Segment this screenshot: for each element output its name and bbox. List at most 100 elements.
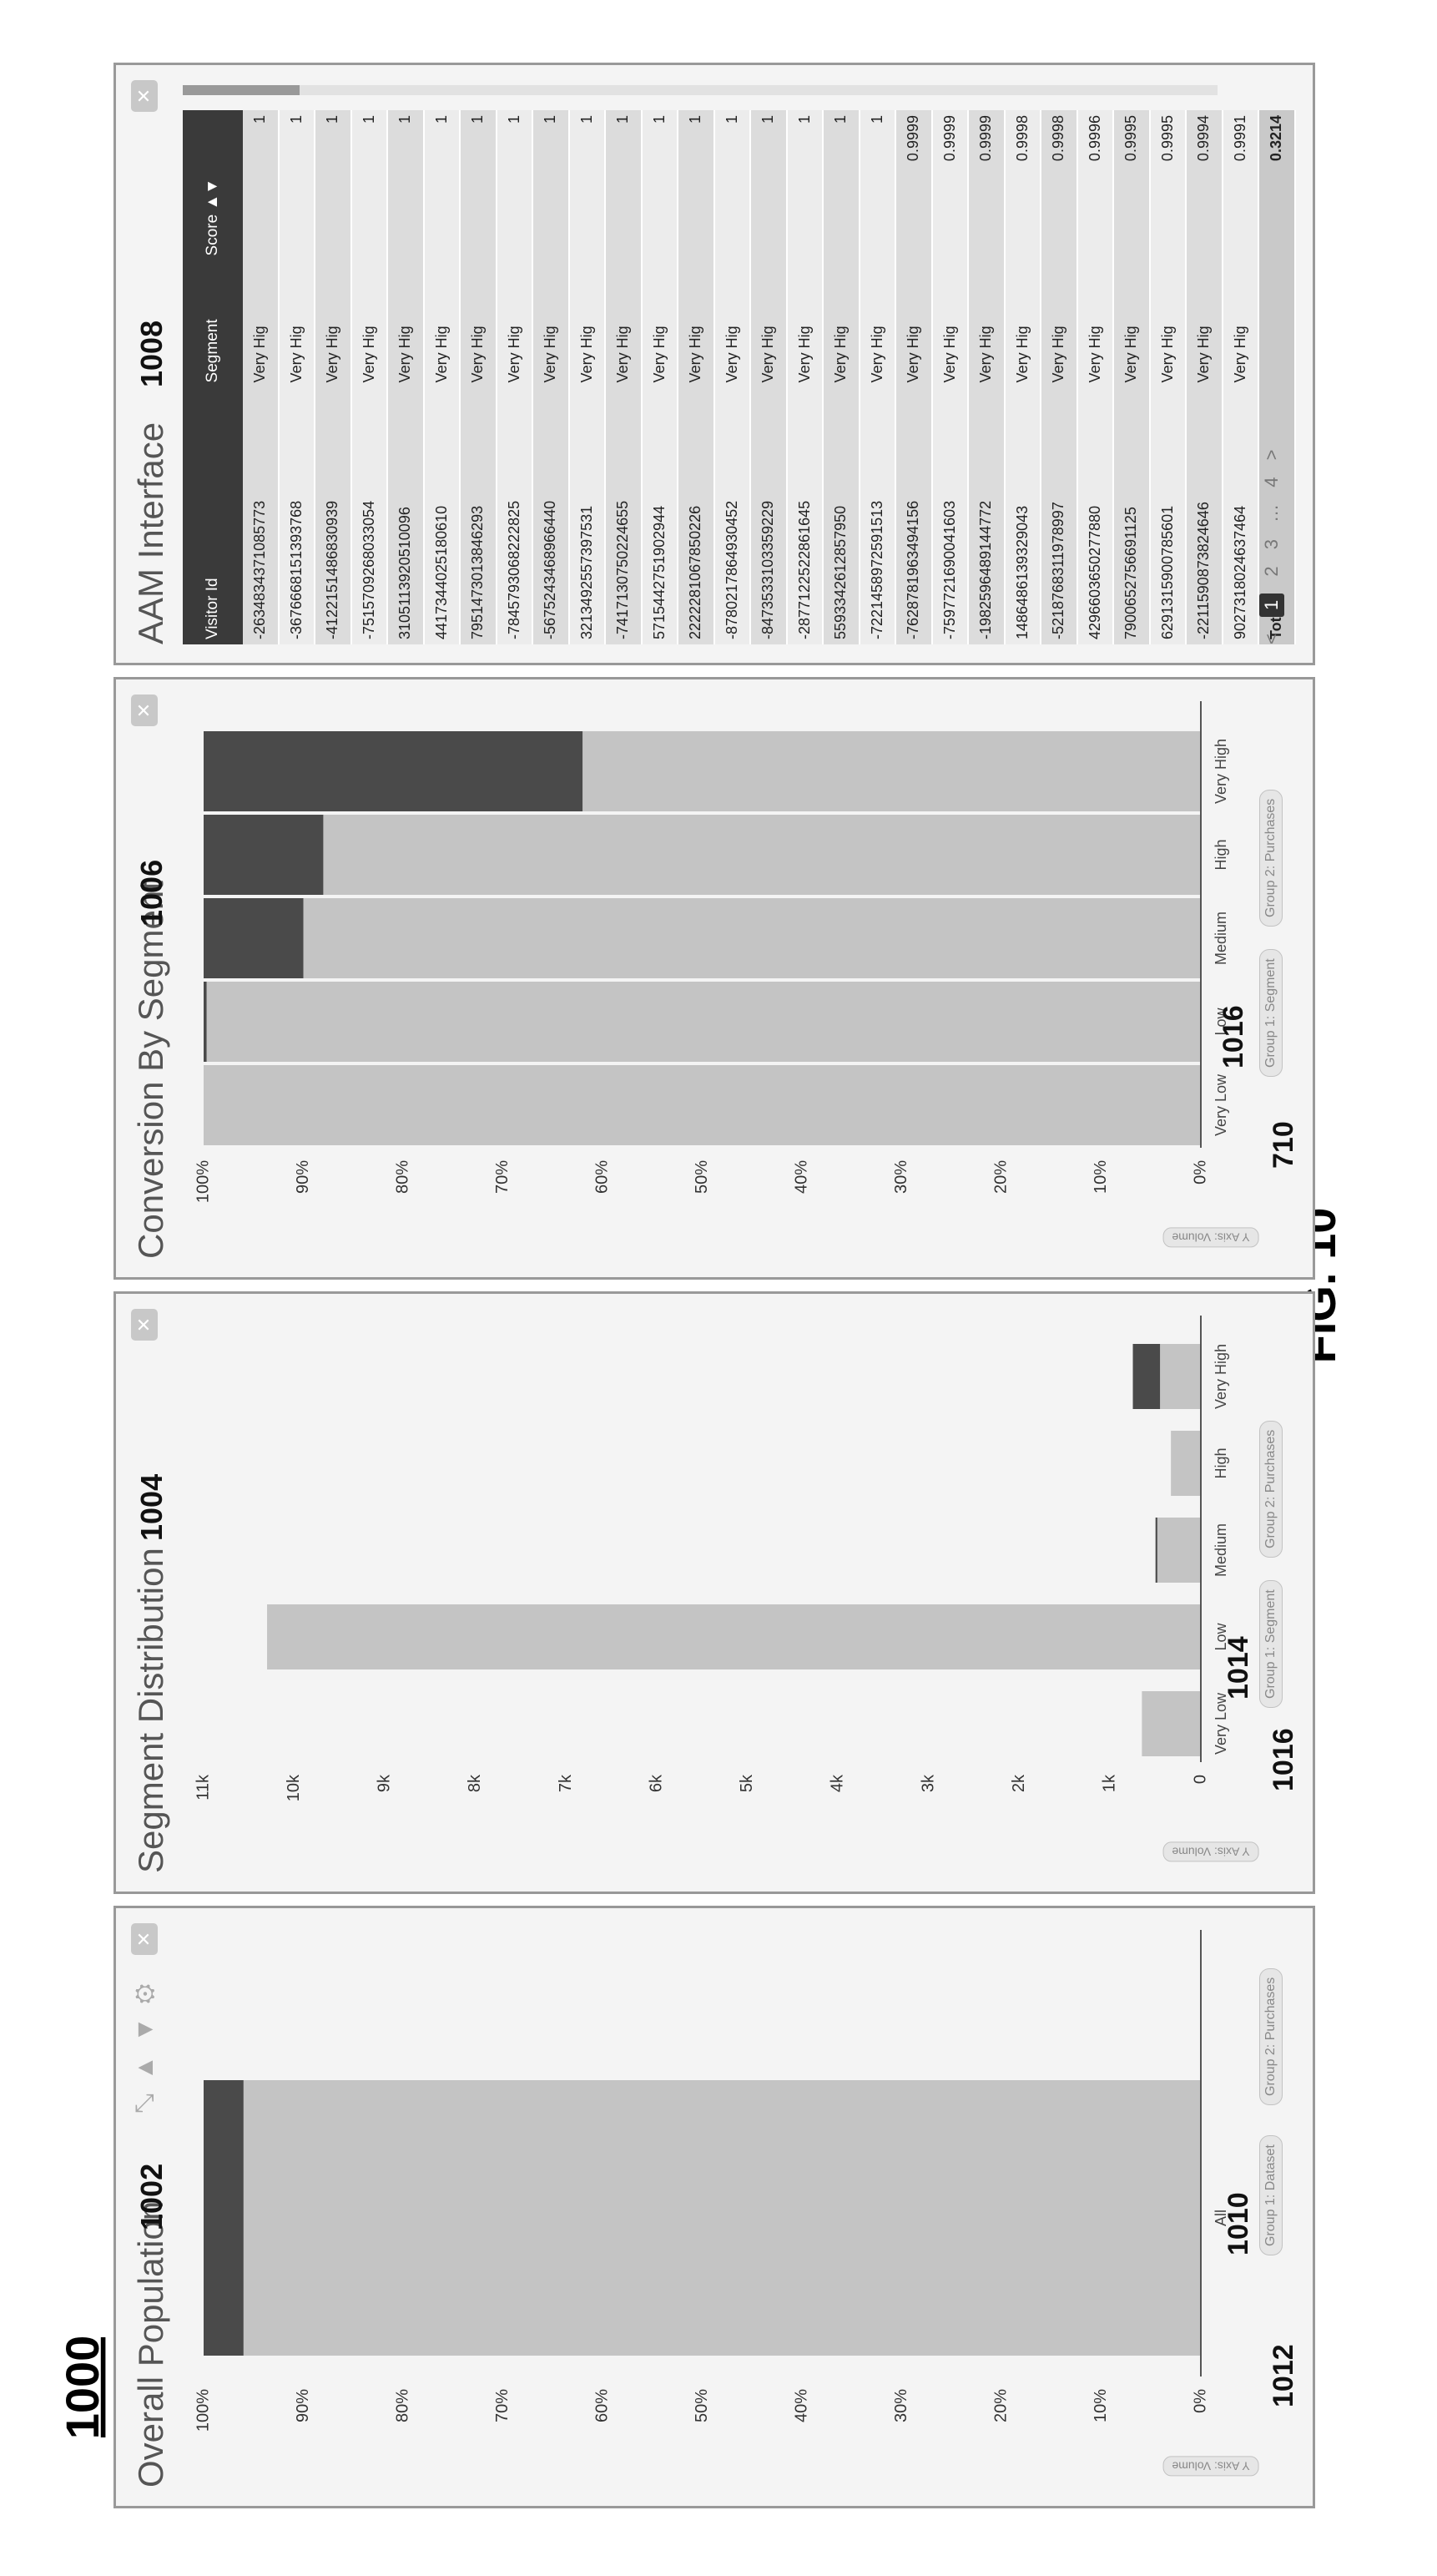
cell-score: 0.9998: [1041, 110, 1077, 260]
y-axis-button[interactable]: Y Axis: Volume: [1162, 2456, 1258, 2476]
column-header-score[interactable]: Score ▲▼: [183, 110, 243, 260]
close-icon[interactable]: ✕: [131, 80, 158, 112]
table-row[interactable]: 6291315900785601Very Hig0.9995: [1150, 110, 1187, 644]
cell-segment: Very Hig: [1077, 260, 1114, 387]
cell-score: 0.9995: [1113, 110, 1150, 260]
panel-overall-population: Overall Population 1002 ⤡▲▼⚙ ✕ 0%10%20%3…: [113, 1906, 1315, 2508]
table-row[interactable]: 3213492557397531Very Hig1: [569, 110, 606, 644]
page-button-current[interactable]: 1: [1259, 593, 1284, 617]
y-tick-label: 90%: [294, 1160, 312, 1194]
table-row[interactable]: -7628781963494156Very Hig0.9999: [895, 110, 932, 644]
table-row[interactable]: -5675243468966440Very Hig1: [532, 110, 569, 644]
legend-group1-segment[interactable]: Group 1: Segment: [1259, 949, 1283, 1077]
cell-score: 0.9998: [1005, 110, 1041, 260]
table-row[interactable]: -1982596489144772Very Hig0.9999: [968, 110, 1005, 644]
legend-group2-purchases[interactable]: Group 2: Purchases: [1259, 790, 1283, 927]
cell-score: 0.9995: [1150, 110, 1187, 260]
y-axis-button[interactable]: Y Axis: Volume: [1162, 1227, 1258, 1247]
cell-score: 1: [642, 110, 678, 260]
table-row[interactable]: -7221458972591513Very Hig1: [860, 110, 896, 644]
table-row[interactable]: 2222281067850226Very Hig1: [678, 110, 714, 644]
ref-1012: 1012: [1268, 2344, 1300, 2407]
cell-segment: Very Hig: [642, 260, 678, 387]
x-tick-label: Very Low: [1213, 1073, 1229, 1136]
table-row[interactable]: -7515709268033054Very Hig1: [351, 110, 388, 644]
page-button[interactable]: 3: [1261, 539, 1283, 549]
table-row[interactable]: -2211590873824646Very Hig0.9994: [1186, 110, 1223, 644]
y-axis-button[interactable]: Y Axis: Volume: [1162, 1841, 1258, 1861]
column-header-visitor-id[interactable]: Visitor Id: [183, 387, 243, 644]
page-button[interactable]: 2: [1261, 566, 1283, 576]
table-row[interactable]: -5218768311978997Very Hig0.9998: [1041, 110, 1077, 644]
table-row[interactable]: -7597721690041603Very Hig0.9999: [932, 110, 969, 644]
cell-segment: Very Hig: [315, 260, 351, 387]
cell-score: 1: [823, 110, 860, 260]
segment-distribution-chart: 01k2k3k4k5k6k7k8k9k10k11kVery LowLowMedi…: [116, 1291, 1315, 1892]
cell-visitor-id: -7597721690041603: [932, 387, 969, 644]
y-tick-label: 80%: [393, 1160, 411, 1194]
legend-group2-purchases[interactable]: Group 2: Purchases: [1259, 1968, 1283, 2105]
panel-title: AAM Interface: [131, 422, 171, 644]
table-row[interactable]: 5593342612857950Very Hig1: [823, 110, 860, 644]
cell-visitor-id: 4296603650277880: [1077, 387, 1114, 644]
page-button[interactable]: 4: [1261, 477, 1283, 487]
y-tick-label: 30%: [892, 1160, 910, 1194]
cell-segment: Very Hig: [750, 260, 787, 387]
table-row[interactable]: -7845793068222825Very Hig1: [497, 110, 533, 644]
x-tick-label: Very High: [1213, 739, 1229, 804]
table-row[interactable]: -2634834371085773Very Hig1: [243, 110, 279, 644]
bar-all-series-1: [204, 2080, 244, 2356]
table-row[interactable]: 5715442751902944Very Hig1: [642, 110, 678, 644]
y-tick-label: 30%: [892, 2389, 910, 2422]
conversion-by-segment-chart: 0%10%20%30%40%50%60%70%80%90%100%Very Lo…: [116, 677, 1315, 1277]
y-tick-label: 50%: [693, 2389, 711, 2422]
table-row[interactable]: 3105113920510096Very Hig1: [387, 110, 424, 644]
cell-visitor-id: 3105113920510096: [387, 387, 424, 644]
x-tick-label: High: [1213, 1447, 1229, 1478]
bar-low-series-0: [267, 1604, 1201, 1669]
y-tick-label: 2k: [1010, 1774, 1028, 1792]
bar-medium-series-1: [1156, 1518, 1157, 1583]
cell-visitor-id: 4417344025180610: [424, 387, 461, 644]
cell-score: 0.9999: [968, 110, 1005, 260]
cell-segment: Very Hig: [460, 260, 497, 387]
cell-visitor-id: -1982596489144772: [968, 387, 1005, 644]
table-row[interactable]: 9027318024637464Very Hig0.9991: [1223, 110, 1259, 644]
next-page-button[interactable]: >: [1261, 450, 1283, 461]
legend-group2-purchases[interactable]: Group 2: Purchases: [1259, 1421, 1283, 1558]
table-row[interactable]: -2877122522861645Very Hig1: [787, 110, 824, 644]
cell-segment: Very Hig: [968, 260, 1005, 387]
table-row[interactable]: 1486486139329043Very Hig0.9998: [1005, 110, 1041, 644]
table-scrollbar[interactable]: [183, 85, 1218, 95]
table-row[interactable]: -4122151486830939Very Hig1: [315, 110, 351, 644]
cell-visitor-id: -7628781963494156: [895, 387, 932, 644]
cell-visitor-id: 7951473013846293: [460, 387, 497, 644]
table-row[interactable]: 7900652756691125Very Hig0.9995: [1113, 110, 1150, 644]
cell-segment: Very Hig: [424, 260, 461, 387]
table-row[interactable]: -7417130750224655Very Hig1: [605, 110, 642, 644]
ref-1014: 1014: [1223, 1636, 1255, 1700]
table-row[interactable]: 7951473013846293Very Hig1: [460, 110, 497, 644]
prev-page-button[interactable]: <: [1261, 634, 1283, 644]
bar-very-low-series-0: [204, 1065, 1201, 1145]
cell-score: 1: [569, 110, 606, 260]
cell-segment: Very Hig: [1223, 260, 1259, 387]
table-row[interactable]: -3676668151393768Very Hig1: [279, 110, 315, 644]
table-row[interactable]: -8473533103359229Very Hig1: [750, 110, 787, 644]
ref-710: 710: [1268, 1121, 1300, 1169]
legend-group1-dataset[interactable]: Group 1: Dataset: [1259, 2135, 1283, 2255]
column-header-segment[interactable]: Segment: [183, 260, 243, 387]
table-row[interactable]: 4417344025180610Very Hig1: [424, 110, 461, 644]
cell-score: 1: [279, 110, 315, 260]
legend-group1-segment[interactable]: Group 1: Segment: [1259, 1580, 1283, 1708]
cell-segment: Very Hig: [1113, 260, 1150, 387]
cell-score: 1: [424, 110, 461, 260]
cell-segment: Very Hig: [279, 260, 315, 387]
table-row[interactable]: -8780217864930452Very Hig1: [714, 110, 751, 644]
y-tick-label: 3k: [919, 1774, 937, 1792]
table-row[interactable]: 4296603650277880Very Hig0.9996: [1077, 110, 1114, 644]
scrollbar-thumb[interactable]: [183, 85, 300, 95]
cell-visitor-id: -5218768311978997: [1041, 387, 1077, 644]
y-tick-label: 0: [1191, 1775, 1209, 1784]
cell-segment: Very Hig: [243, 260, 279, 387]
